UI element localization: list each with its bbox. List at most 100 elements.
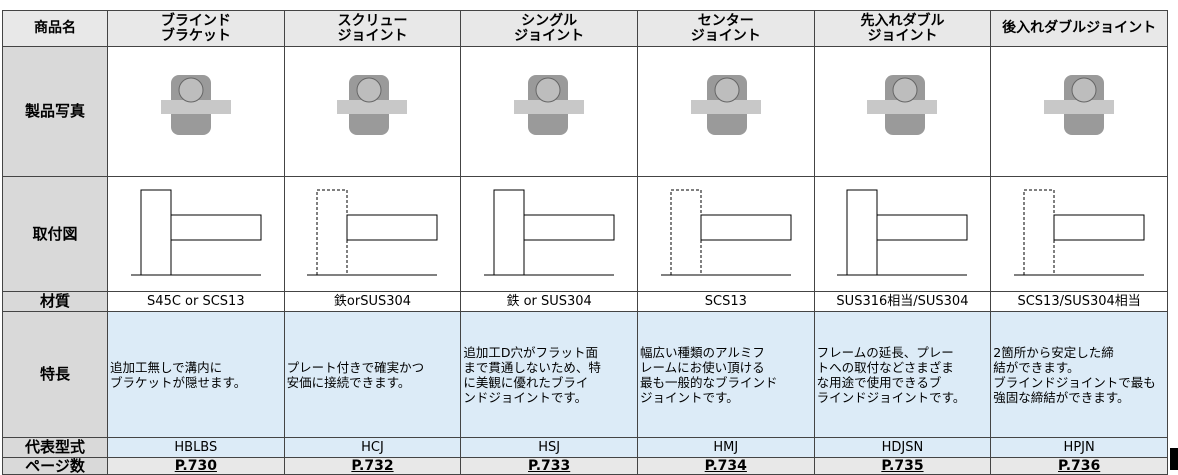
drawing-frame [316, 189, 348, 275]
feature-line: まで貫通しないため、特 [463, 359, 601, 375]
drawing-beam [876, 214, 968, 240]
product-name: 後入れダブルジョイント [1002, 20, 1157, 36]
mount-drawing [130, 189, 262, 275]
feature-line: ブラインドジョイントで最も [993, 374, 1156, 390]
drawing-frame [140, 189, 172, 275]
mount-drawing [660, 189, 792, 275]
cell: HDJSN [813, 437, 992, 458]
cell: スクリュー ジョイント [283, 10, 462, 47]
cell: 鉄 or SUS304 [460, 291, 638, 312]
photo-head [178, 77, 204, 102]
drawing-frame [493, 189, 525, 275]
table-row: 代表型式 HBLBS HCJ HSJ HMJ HDJSN HPJN [2, 437, 1168, 458]
cell-text: HPJN [1063, 440, 1095, 455]
cell: センター ジョイント [636, 10, 815, 47]
feature-line: 強固な締結ができます。 [993, 389, 1130, 405]
feature-line: トへの取付などさまざま [816, 359, 954, 375]
cell-text: 鉄orSUS304 [333, 294, 412, 309]
product-photo [1044, 74, 1115, 135]
product-photo [337, 74, 408, 135]
cell: HPJN [990, 437, 1168, 458]
cell: P.734 [636, 457, 815, 475]
cell [107, 46, 285, 177]
cell-text: P.732 [351, 457, 394, 474]
cell: ブラインド ブラケット [107, 10, 285, 47]
feature-line: に美観に優れたブライ [463, 374, 589, 390]
product-name: ブラケット [160, 27, 231, 44]
cell: SCS13 [636, 291, 815, 312]
cell [990, 176, 1168, 292]
cell: P.732 [283, 457, 462, 475]
cell: S45C or SCS13 [107, 291, 285, 312]
cell [283, 46, 462, 177]
cell-text: HSJ [538, 440, 561, 455]
cell: P.736 [990, 457, 1168, 475]
cell: 追加工無しで溝内に ブラケットが隠せます。 [107, 311, 285, 438]
cell: P.730 [107, 457, 285, 475]
product-name: シングル [521, 12, 578, 29]
photo-plate [867, 99, 938, 114]
feature-line: 追加工D穴がフラット面 [463, 344, 598, 360]
cell: HBLBS [107, 437, 285, 458]
cell: 追加工D穴がフラット面 まで貫通しないため、特 に美観に優れたブライ ンドジョイントで… [460, 311, 638, 438]
product-name: ジョイント [867, 27, 938, 44]
cell-text: P.730 [174, 457, 217, 474]
mount-drawing [307, 189, 438, 275]
cell [636, 176, 815, 292]
feature-line: レームにお使い頂ける [639, 359, 765, 375]
drawing-beam [1053, 214, 1145, 240]
feature-line: 安価に接続できます。 [286, 374, 411, 390]
cell: HCJ [283, 437, 462, 458]
cell-text: SCS13 [704, 294, 747, 309]
drawing-beam [700, 214, 792, 240]
mount-drawing [484, 189, 615, 275]
cell [460, 176, 638, 292]
feature-line: フレームの延長、プレー [816, 344, 954, 360]
cell-text: HCJ [361, 440, 384, 455]
feature-line: ブラケットが隠せます。 [110, 374, 247, 390]
feature-line: ンドジョイントです。 [463, 389, 588, 405]
product-name: ジョイント [690, 27, 761, 44]
cell-text: S45C or SCS13 [147, 294, 245, 309]
cell [460, 46, 638, 177]
product-name: ブラインド [160, 12, 231, 29]
product-photo [514, 74, 585, 135]
drawing-frame [1023, 189, 1055, 275]
product-name: スクリュー [337, 12, 408, 29]
table-row: ページ数 P.730 P.732 P.733 P.734 P.735 P.736 [2, 457, 1168, 475]
cell [283, 176, 462, 292]
row-label: 材質 [2, 291, 108, 312]
cell: P.735 [813, 457, 992, 475]
cell-text: P.735 [881, 457, 924, 474]
feature-line: 結ができます。 [993, 359, 1080, 375]
photo-plate [1044, 99, 1115, 114]
feature-line: 最も一般的なブラインド [639, 374, 778, 390]
feature-line: 追加工無しで溝内に [110, 359, 223, 375]
table-row: 特長 追加工無しで溝内に ブラケットが隠せます。 プレート付きで確実かつ 安価に接続でき… [2, 311, 1168, 438]
photo-head [356, 77, 382, 102]
comparison-table: 商品名 ブラインド ブラケット スクリュー ジョイント シングル ジョイント センター ジョイン… [2, 10, 1168, 475]
photo-head [892, 77, 918, 102]
table-row: 材質 S45C or SCS13 鉄orSUS304 鉄 or SUS304 SCS13… [2, 291, 1168, 312]
cell: SCS13/SUS304相当 [990, 291, 1168, 312]
cell: フレームの延長、プレー トへの取付などさまざま な用途で使用できるブ ラインドジョイン… [813, 311, 992, 438]
cell: 後入れダブルジョイント [990, 10, 1168, 47]
product-name: ジョイント [337, 27, 408, 44]
photo-head [714, 77, 740, 102]
cell-text: HBLBS [174, 440, 218, 455]
cell: HSJ [460, 437, 638, 458]
feature-line: ラインドジョイントです。 [816, 389, 966, 405]
feature-line: ジョイントです。 [639, 389, 739, 405]
row-label: 特長 [2, 311, 108, 438]
mount-drawing [1014, 189, 1145, 275]
cell-text: P.736 [1058, 457, 1101, 474]
row-label: 取付図 [2, 176, 108, 292]
product-name: 先入れダブル [860, 12, 945, 29]
product-name: ジョイント [514, 27, 585, 44]
product-photo [690, 74, 761, 135]
photo-head [535, 77, 561, 102]
cell [107, 176, 285, 292]
cell: 鉄orSUS304 [283, 291, 462, 312]
cell-text: SUS316相当/SUS304 [836, 294, 969, 309]
drawing-beam [346, 214, 438, 240]
